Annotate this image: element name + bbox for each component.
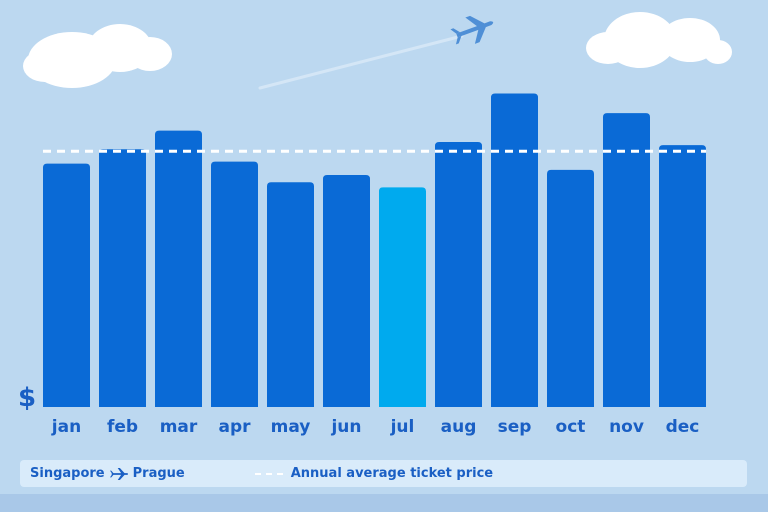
bottom-strip [0, 494, 768, 512]
x-label-aug: aug [441, 417, 477, 437]
legend-origin: Singapore [30, 466, 105, 481]
x-label-dec: dec [666, 417, 700, 437]
plane-icon [109, 467, 128, 480]
bar-oct [547, 169, 594, 407]
x-label-jul: jul [390, 417, 415, 437]
legend-dash-swatch [254, 472, 283, 475]
contrail [258, 34, 464, 90]
airplane-icon [450, 15, 494, 45]
bar-dec [659, 145, 706, 407]
x-axis-labels: jan feb mar apr may jun jul aug sep oct nov dec [51, 417, 700, 437]
x-label-feb: feb [107, 417, 138, 437]
bar-mar [155, 130, 202, 407]
bar-chart: jan feb mar apr may jun jul aug sep oct nov dec $ [18, 12, 732, 437]
bar-sep [491, 93, 538, 407]
x-label-may: may [271, 417, 311, 437]
bar-may [267, 182, 314, 407]
bar-jan [43, 163, 90, 407]
bar-apr [211, 161, 258, 407]
x-label-nov: nov [609, 417, 644, 437]
legend-route: Singapore Prague [30, 466, 185, 481]
cloud-left [23, 24, 172, 88]
bar-jul [379, 187, 426, 407]
legend-destination: Prague [132, 466, 185, 481]
bars-group [43, 93, 706, 407]
x-label-jan: jan [51, 417, 81, 437]
legend-average-label: Annual average ticket price [290, 466, 494, 481]
x-label-mar: mar [160, 417, 198, 437]
legend-average: Annual average ticket price [254, 466, 494, 481]
bar-feb [99, 149, 146, 407]
bar-aug [435, 141, 482, 407]
cloud-right [586, 12, 732, 68]
x-label-jun: jun [330, 417, 361, 437]
x-label-oct: oct [556, 417, 586, 437]
x-label-sep: sep [498, 417, 532, 437]
legend-bar: Singapore Prague Annual average ticket p… [20, 460, 747, 487]
x-label-apr: apr [218, 417, 251, 437]
bar-nov [603, 113, 650, 407]
bar-jun [323, 174, 370, 407]
y-axis-currency-label: $ [18, 383, 36, 413]
